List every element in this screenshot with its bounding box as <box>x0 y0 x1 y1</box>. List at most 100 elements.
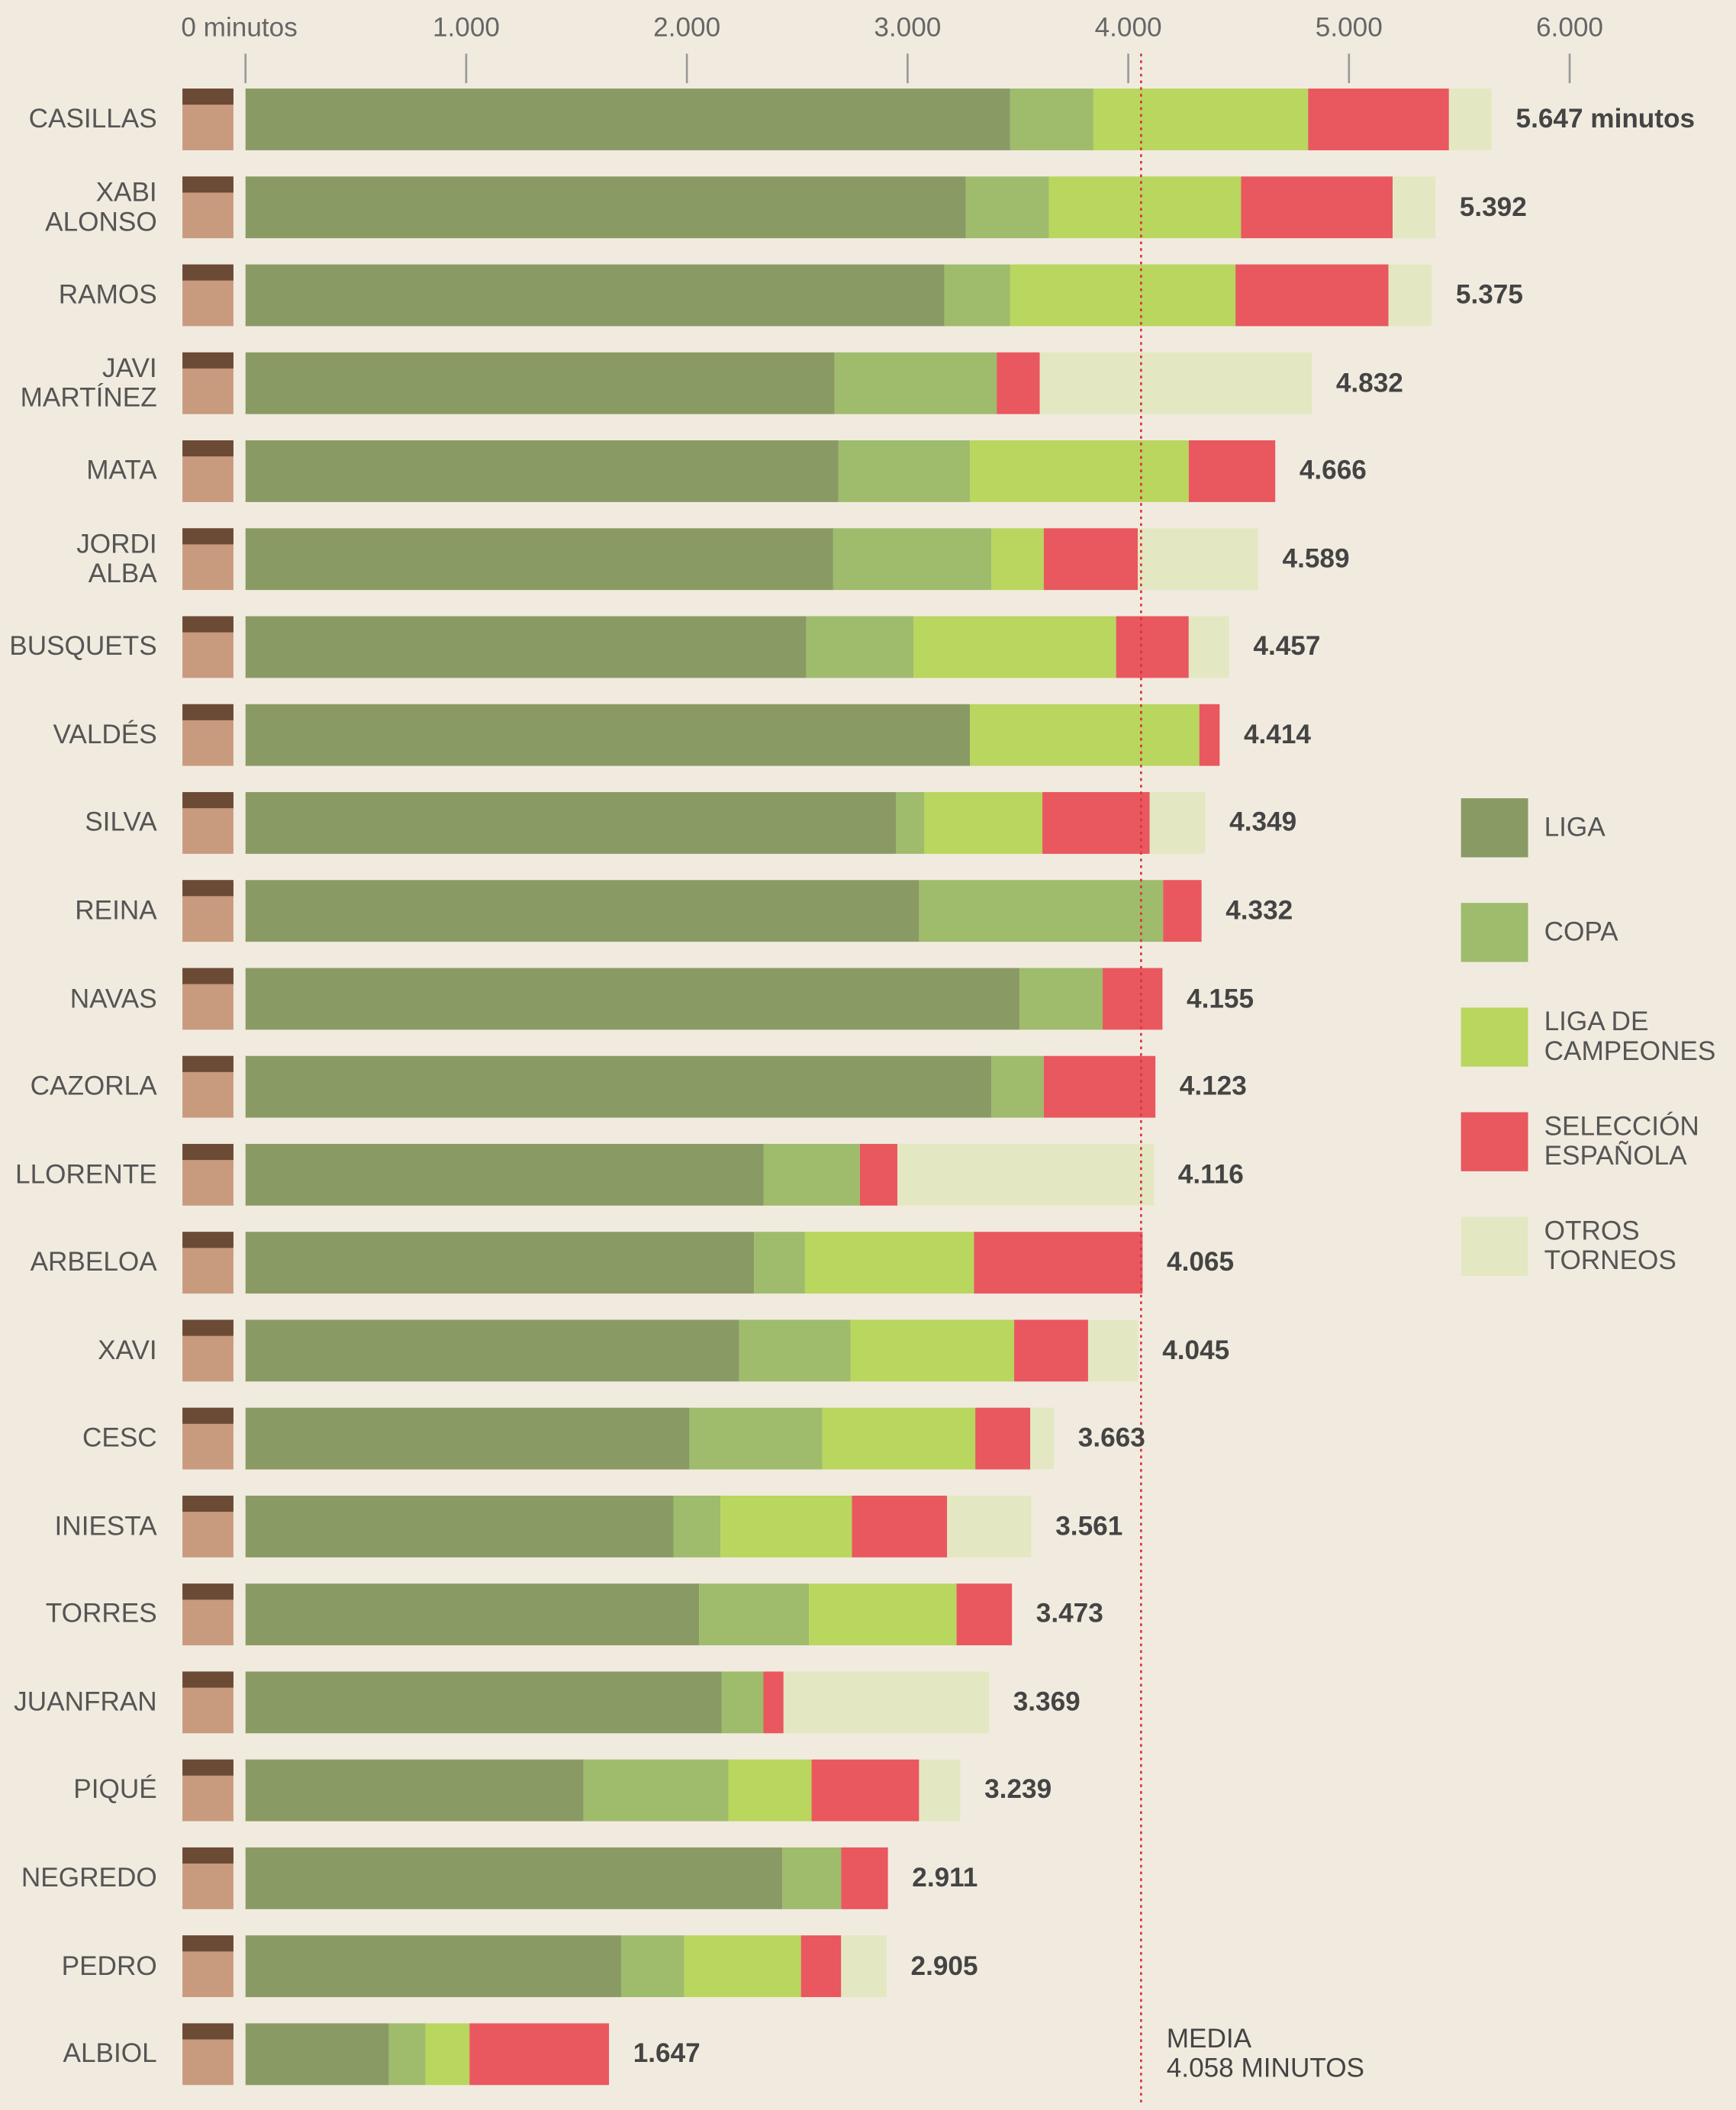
bar-segment <box>764 1144 860 1206</box>
bar-segment <box>852 1496 947 1558</box>
bar-segment <box>469 2023 609 2085</box>
bar-segment <box>975 1408 1030 1470</box>
bar-segment <box>1010 265 1235 327</box>
player-photo-shade <box>182 792 234 808</box>
bar-segment <box>833 528 991 590</box>
category-label: REINA <box>75 896 156 926</box>
x-tick-label: 6.000 <box>1536 14 1603 43</box>
bar-segment <box>970 440 1189 502</box>
bar-segment <box>1449 89 1492 150</box>
bar-segment <box>246 1935 621 1997</box>
legend-label: SELECCIÓN ESPAÑOLA <box>1544 1112 1699 1171</box>
bar-segment <box>739 1319 851 1381</box>
total-label: 3.561 <box>1055 1512 1122 1541</box>
bar-segment <box>389 2023 426 2085</box>
legend-swatch <box>1461 798 1528 857</box>
bar-segment <box>699 1583 809 1645</box>
bar-segment <box>1042 792 1150 854</box>
player-photo-shade <box>182 1496 234 1512</box>
bar-segment <box>1093 89 1308 150</box>
bar-segment <box>246 1760 584 1822</box>
bar-segment <box>1014 1319 1088 1381</box>
bar-segment <box>246 176 966 238</box>
bar-segment <box>1049 176 1242 238</box>
category-label: BUSQUETS <box>9 633 156 662</box>
category-label: NAVAS <box>70 984 157 1014</box>
x-tick-label: 0 minutos <box>181 14 297 43</box>
bar-segment <box>807 617 914 678</box>
bar-segment <box>805 1232 974 1293</box>
bar-segment <box>246 353 835 414</box>
bar-segment <box>246 2023 389 2085</box>
player-photo-shade <box>182 1144 234 1160</box>
legend-label: LIGA <box>1544 813 1606 842</box>
bar-segment <box>1088 1319 1139 1381</box>
bar-segment <box>246 1847 782 1909</box>
bar-segment <box>246 704 970 766</box>
bar-segment <box>957 1583 1013 1645</box>
x-tick-label: 1.000 <box>433 14 500 43</box>
bar-segment <box>924 792 1042 854</box>
bar-segment <box>1103 968 1162 1029</box>
bar-segment <box>720 1496 852 1558</box>
total-label: 4.116 <box>1178 1160 1244 1190</box>
bar-segment <box>621 1935 684 1997</box>
bar-segment <box>812 1760 920 1822</box>
chart: 0 minutos1.0002.0003.0004.0005.0006.000C… <box>0 0 1736 2104</box>
legend-label: COPA <box>1544 918 1618 948</box>
total-label: 4.045 <box>1162 1336 1229 1366</box>
bar-segment <box>974 1232 1142 1293</box>
player-photo-shade <box>182 1760 234 1776</box>
bar-segment <box>246 968 1020 1029</box>
bar-segment <box>246 1671 722 1733</box>
bar-segment <box>1116 617 1189 678</box>
bar-segment <box>801 1935 842 1997</box>
bar-segment <box>841 1935 887 1997</box>
bar-segment <box>246 880 920 942</box>
bar-segment <box>246 1144 764 1206</box>
category-label: JUANFRAN <box>14 1688 157 1718</box>
category-label: JORDI ALBA <box>76 530 156 588</box>
player-photo-shade <box>182 704 234 720</box>
total-label: 4.349 <box>1229 808 1296 838</box>
bar-segment <box>1010 89 1093 150</box>
category-label: JAVI MARTÍNEZ <box>21 354 157 413</box>
x-tick-label: 5.000 <box>1316 14 1383 43</box>
player-photo-shade <box>182 353 234 369</box>
page: 0 minutos1.0002.0003.0004.0005.0006.000C… <box>0 0 1736 2110</box>
total-label: 1.647 <box>633 2040 701 2070</box>
total-label: 4.589 <box>1283 544 1350 574</box>
bar-segment <box>970 704 1199 766</box>
category-label: PEDRO <box>62 1951 157 1981</box>
bar-segment <box>823 1408 975 1470</box>
bar-segment <box>246 528 833 590</box>
category-label: SILVA <box>85 808 156 838</box>
category-label: NEGREDO <box>21 1864 157 1893</box>
bar-segment <box>684 1935 801 1997</box>
bar-segment <box>246 440 839 502</box>
total-label: 4.414 <box>1244 720 1311 750</box>
bar-segment <box>584 1760 729 1822</box>
bar-segment <box>246 1232 754 1293</box>
player-photo-shade <box>182 1056 234 1072</box>
category-label: LLORENTE <box>15 1160 157 1190</box>
bar-segment <box>896 792 924 854</box>
bar-segment <box>1044 528 1138 590</box>
total-label: 4.457 <box>1253 633 1320 662</box>
bar-segment <box>991 1056 1044 1118</box>
bar-segment <box>897 1144 1154 1206</box>
category-label: ALBIOL <box>63 2040 157 2070</box>
bar-segment <box>835 353 997 414</box>
bar-segment <box>764 1671 784 1733</box>
category-label: MATA <box>86 456 156 486</box>
total-label: 4.832 <box>1336 369 1403 398</box>
bar-segment <box>690 1408 823 1470</box>
bar-segment <box>782 1847 841 1909</box>
bar-segment <box>851 1319 1014 1381</box>
total-label: 4.065 <box>1167 1248 1234 1277</box>
player-photo-shade <box>182 176 234 192</box>
bar-segment <box>246 89 1010 150</box>
bar-segment <box>246 1583 699 1645</box>
chart-graphics <box>0 0 1736 2104</box>
bar-segment <box>1019 968 1103 1029</box>
